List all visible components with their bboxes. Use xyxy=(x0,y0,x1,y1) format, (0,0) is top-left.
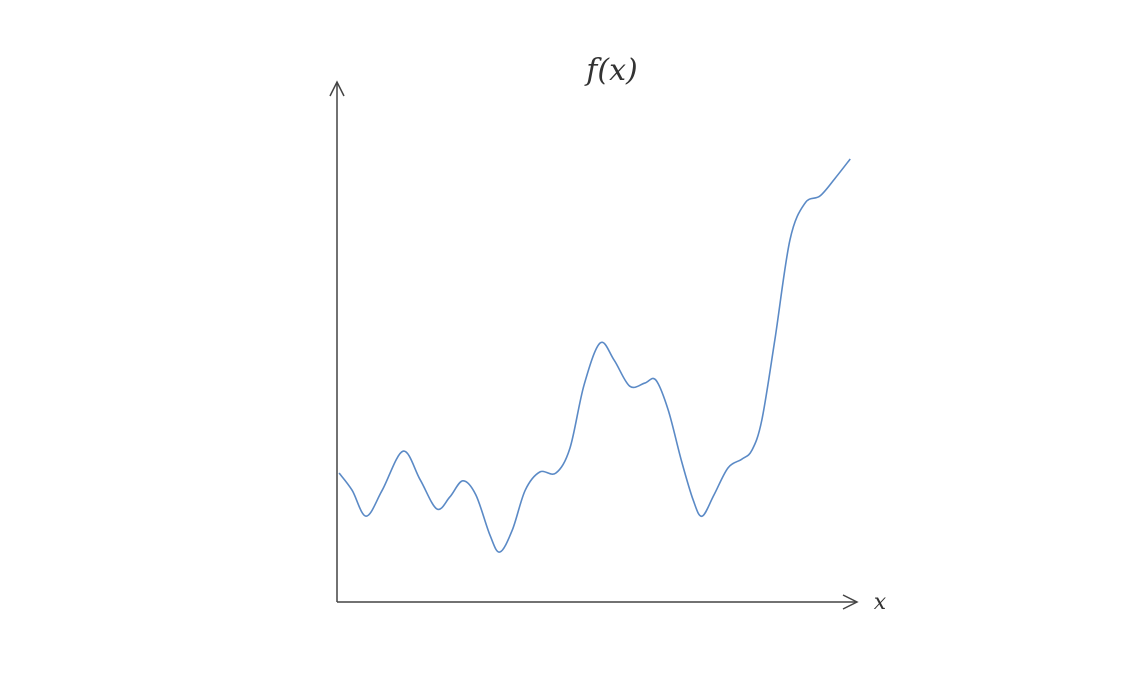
y-axis-arrow xyxy=(329,80,345,97)
axes xyxy=(329,80,859,610)
x-axis-arrow xyxy=(842,594,859,610)
x-axis-label: x xyxy=(874,590,887,615)
line xyxy=(338,158,851,553)
chart-title: f(x) xyxy=(584,53,637,88)
